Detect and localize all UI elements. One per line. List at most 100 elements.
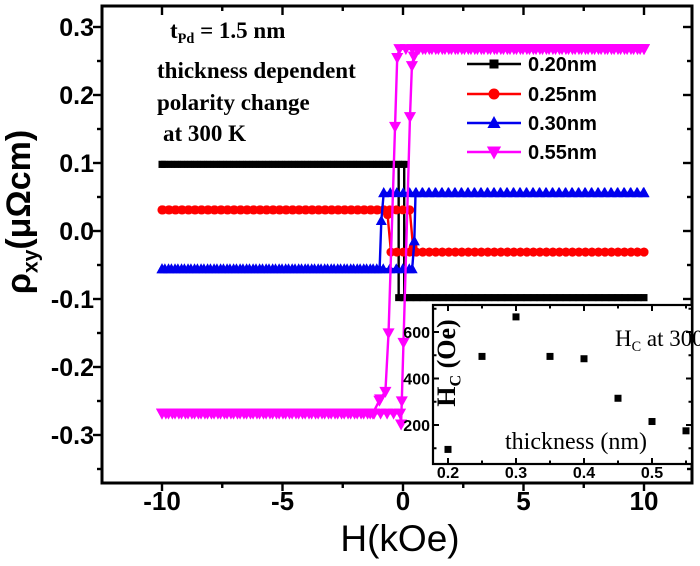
marker-square — [607, 294, 615, 302]
marker-square — [349, 160, 357, 168]
marker-square — [225, 160, 233, 168]
y-axis-title: ρxy(μΩcm) — [0, 130, 42, 294]
marker-square — [549, 294, 557, 302]
marker-square — [388, 160, 396, 168]
marker-circle — [450, 247, 460, 257]
marker-square — [490, 294, 498, 302]
marker-circle — [431, 247, 441, 257]
marker-square — [633, 294, 641, 302]
x-axis-title: H(kOe) — [340, 518, 459, 559]
marker-circle — [437, 247, 447, 257]
branch-line — [162, 191, 644, 271]
marker-circle — [528, 247, 538, 257]
y-tick-label: 0.1 — [59, 150, 94, 178]
legend: 0.20nm 0.25nm 0.30nm 0.55nm — [467, 54, 597, 164]
marker-square — [627, 294, 635, 302]
marker-square — [568, 294, 576, 302]
marker-circle — [204, 205, 214, 215]
inset-note: HC at 300 K — [615, 326, 700, 355]
marker-square — [258, 160, 266, 168]
marker-square — [516, 294, 524, 302]
marker-circle — [619, 247, 629, 257]
marker-circle — [639, 247, 649, 257]
marker-circle — [262, 205, 272, 215]
marker-circle — [405, 247, 415, 257]
marker-circle — [535, 247, 545, 257]
branch-line — [162, 163, 644, 299]
marker-square — [536, 294, 544, 302]
marker-square — [186, 160, 194, 168]
marker-square — [199, 160, 207, 168]
marker-square — [271, 160, 279, 168]
inset-y-tick-label: 200 — [403, 418, 430, 435]
marker-circle — [424, 247, 434, 257]
marker-square — [206, 160, 214, 168]
marker-circle — [483, 247, 493, 257]
marker-square — [265, 160, 273, 168]
marker-square — [432, 294, 440, 302]
marker-circle — [496, 247, 506, 257]
x-tick-label: 10 — [630, 486, 659, 516]
marker-circle — [314, 205, 324, 215]
marker-triangle-down — [395, 396, 408, 408]
inset-frame — [431, 303, 694, 466]
marker-circle — [223, 205, 233, 215]
marker-square — [245, 160, 253, 168]
marker-square — [497, 294, 505, 302]
marker-circle — [184, 205, 194, 215]
marker-triangle-down — [395, 419, 408, 431]
marker-circle — [418, 247, 428, 257]
y-tick-label: 0.0 — [59, 218, 94, 246]
marker-square — [451, 294, 459, 302]
marker-circle — [230, 205, 240, 215]
marker-square — [445, 294, 453, 302]
marker-circle — [463, 247, 473, 257]
legend-label: 0.30nm — [528, 113, 597, 135]
branch-line — [162, 191, 644, 271]
branch-line — [162, 208, 644, 254]
y-tick-label: -0.2 — [51, 354, 94, 382]
marker-circle — [334, 205, 344, 215]
legend-label: 0.55nm — [528, 142, 597, 164]
marker-square — [343, 160, 351, 168]
marker-square — [562, 294, 570, 302]
marker-circle — [398, 205, 408, 215]
annotation-line2: polarity change — [157, 90, 310, 115]
marker-circle — [301, 205, 311, 215]
marker-square — [395, 294, 403, 302]
marker-square — [614, 394, 622, 402]
marker-square — [523, 294, 531, 302]
marker-square — [399, 294, 407, 302]
marker-square — [167, 160, 175, 168]
legend-label: 0.25nm — [528, 84, 597, 106]
marker-circle — [600, 247, 610, 257]
marker-circle — [366, 205, 376, 215]
series-0.30nm — [156, 187, 650, 274]
marker-square — [529, 294, 537, 302]
legend-item-0.30nm: 0.30nm — [467, 113, 597, 135]
annotation-line3: at 300 K — [163, 121, 246, 146]
marker-square — [375, 160, 383, 168]
marker-square — [489, 59, 499, 69]
marker-square — [356, 160, 364, 168]
marker-square — [362, 160, 370, 168]
inset-y-tick-label: 400 — [403, 372, 430, 389]
marker-square — [471, 294, 479, 302]
main-tick-labels: -10 -5 0 5 10 0.3 0.2 0.1 0.0 -0.1 -0.2 -0.3 — [51, 14, 659, 516]
marker-circle — [470, 247, 480, 257]
marker-triangle-up — [487, 116, 501, 129]
marker-circle — [321, 205, 331, 215]
marker-circle — [164, 205, 174, 215]
plot-annotations: tPd = 1.5 nm thickness dependent polarity … — [157, 18, 356, 146]
marker-circle — [157, 205, 167, 215]
marker-triangle-up — [378, 187, 390, 198]
marker-circle — [626, 247, 636, 257]
legend-item-0.55nm: 0.55nm — [467, 142, 597, 164]
marker-circle — [593, 247, 603, 257]
marker-circle — [502, 247, 512, 257]
series-0.20nm — [158, 160, 648, 302]
marker-square — [158, 160, 166, 168]
marker-square — [444, 445, 452, 453]
